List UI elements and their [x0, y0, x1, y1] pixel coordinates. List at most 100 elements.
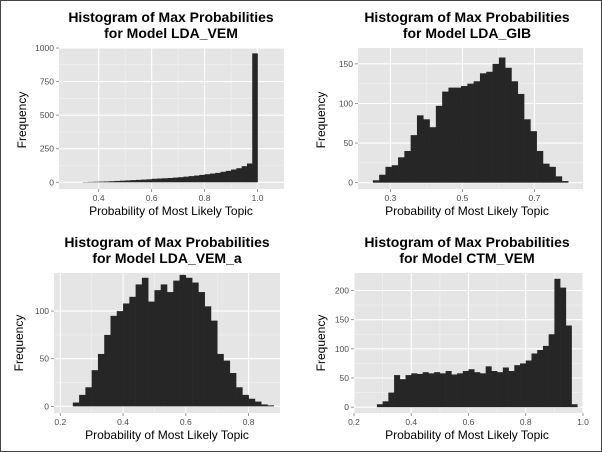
histogram-bar: [416, 373, 423, 408]
x-tick-label: 0.4: [93, 193, 105, 203]
histogram-bar: [119, 180, 126, 183]
y-tick-label: 50: [344, 138, 354, 148]
histogram-bar: [220, 171, 227, 183]
histogram-bar: [135, 179, 142, 183]
histogram-bar: [246, 163, 253, 183]
y-tick-label: 50: [340, 373, 350, 383]
histogram-bar: [151, 178, 158, 183]
histogram-bar: [162, 178, 168, 183]
histogram-bar: [242, 394, 249, 407]
histogram-bar: [104, 334, 111, 407]
histogram-bar: [391, 165, 399, 183]
plot-area: 0.2 0.4 0.6 0.8 1.0 0 50 100 150 200: [335, 273, 589, 427]
histogram-bar: [428, 373, 435, 408]
histogram-bar: [423, 119, 430, 183]
histogram-bar: [372, 180, 380, 183]
histogram-bar: [236, 387, 243, 407]
histogram-bar: [405, 375, 412, 408]
y-tick-label: 100: [35, 306, 49, 316]
histogram-bar: [209, 173, 216, 183]
histogram-bar: [204, 174, 211, 183]
histogram-bar: [114, 180, 121, 183]
histogram-bar: [560, 287, 567, 408]
histogram-bar: [154, 290, 162, 407]
histogram-bar: [434, 372, 441, 408]
x-tick-label: 0.4: [405, 417, 417, 427]
histogram-bar: [448, 87, 456, 183]
y-tick-label: 750: [40, 77, 54, 87]
histogram-bar: [536, 150, 544, 183]
histogram-bar: [123, 303, 130, 407]
chart-ctm-vem: Histogram of Max Probabilities for Model…: [314, 234, 589, 442]
histogram-bar: [194, 175, 200, 183]
chart-lda-vem: Histogram of Max Probabilities for Model…: [15, 9, 284, 218]
histogram-bar: [110, 315, 118, 407]
histogram-bar: [204, 306, 212, 407]
x-tick-label: 0.3: [384, 193, 396, 203]
histogram-bar: [97, 353, 105, 407]
chart-title-line2: for Model LDA_VEM_a: [92, 250, 242, 266]
histogram-bar: [473, 81, 481, 183]
histogram-bar: [435, 105, 443, 183]
histogram-bar: [248, 398, 256, 407]
histogram-bar: [394, 375, 401, 408]
histogram-bar: [524, 119, 531, 183]
histogram-bar: [254, 401, 262, 407]
x-tick-label: 0.7: [528, 193, 540, 203]
x-tick-label: 0.8: [199, 193, 211, 203]
histogram-bar: [410, 135, 418, 183]
y-axis-label: Frequency: [12, 315, 26, 372]
histogram-bar: [125, 180, 131, 183]
histogram-bar: [498, 57, 506, 183]
histogram-bar: [173, 280, 180, 407]
histogram-bar: [141, 277, 149, 407]
histogram-bar: [530, 131, 537, 183]
histogram-bar: [442, 91, 449, 183]
y-tick-label: 100: [339, 98, 353, 108]
histogram-bar: [252, 53, 258, 183]
histogram-bar: [223, 360, 231, 407]
histogram-bar: [462, 371, 469, 408]
histogram-bar: [445, 371, 452, 408]
histogram-bar: [439, 373, 446, 408]
histogram-bar: [109, 181, 115, 183]
histogram-bar: [411, 373, 418, 408]
plot-area: 0.3 0.5 0.7 0 50 100 150: [339, 48, 583, 203]
histogram-bar: [422, 372, 429, 408]
histogram-bar: [520, 363, 527, 408]
histogram-bar: [72, 402, 80, 407]
histogram-bar: [192, 282, 199, 407]
chart-title-line2: for Model LDA_VEM: [104, 25, 238, 41]
histogram-bar: [217, 353, 224, 407]
histogram-bar: [148, 301, 155, 407]
histogram-bar: [178, 177, 184, 183]
histogram-bar: [502, 367, 509, 408]
plot-area: 0.2 0.4 0.6 0.8 0 50 100: [35, 273, 280, 427]
histogram-bar: [491, 371, 498, 408]
y-tick-label: 0: [344, 402, 349, 412]
histogram-bar: [91, 370, 99, 407]
histogram-bar: [135, 284, 143, 407]
histogram-bar: [172, 177, 179, 183]
histogram-bar: [542, 345, 549, 408]
histogram-bar: [561, 181, 569, 183]
y-tick-label: 100: [335, 344, 349, 354]
histogram-bar: [236, 168, 242, 183]
histogram-bar: [98, 181, 105, 183]
x-axis-label: Probability of Most Likely Topic: [89, 204, 253, 218]
histogram-bar: [379, 174, 386, 183]
histogram-bar: [79, 394, 86, 407]
histogram-bar: [388, 392, 395, 408]
histogram-bar: [548, 334, 555, 408]
histogram-bar: [457, 373, 464, 408]
chart-title-line1: Histogram of Max Probabilities: [364, 234, 570, 250]
histogram-bar: [537, 350, 544, 408]
histogram-bar: [93, 181, 100, 183]
y-axis-label: Frequency: [15, 92, 29, 149]
histogram-bar: [454, 87, 462, 183]
x-tick-label: 1.0: [577, 417, 589, 427]
histogram-bar: [565, 325, 572, 408]
histogram-bar: [451, 374, 458, 408]
histogram-bar: [156, 178, 163, 183]
